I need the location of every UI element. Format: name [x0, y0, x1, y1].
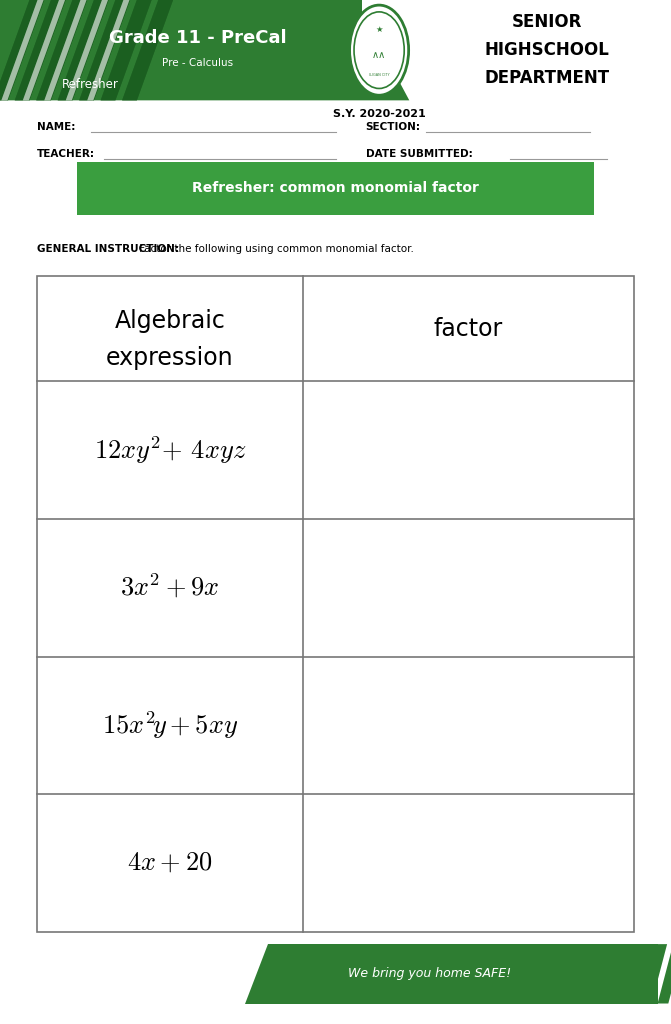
Polygon shape	[122, 0, 173, 100]
Text: SENIOR: SENIOR	[512, 13, 582, 31]
Polygon shape	[101, 0, 152, 100]
Text: NAME:: NAME:	[37, 122, 75, 132]
Bar	[362, 0, 671, 100]
Text: Algebraic: Algebraic	[114, 308, 225, 333]
Polygon shape	[641, 944, 667, 1004]
Polygon shape	[87, 0, 130, 100]
Text: $15x^2\!y + 5xy$: $15x^2\!y + 5xy$	[102, 710, 238, 741]
Text: DATE SUBMITTED:: DATE SUBMITTED:	[366, 148, 472, 159]
Polygon shape	[58, 0, 109, 100]
Text: HIGHSCHOOL: HIGHSCHOOL	[484, 41, 609, 59]
Polygon shape	[15, 0, 66, 100]
Polygon shape	[36, 0, 87, 100]
Polygon shape	[1, 0, 44, 100]
Polygon shape	[44, 0, 87, 100]
Text: S.Y. 2020-2021: S.Y. 2020-2021	[333, 109, 425, 119]
Text: DEPARTMENT: DEPARTMENT	[484, 70, 609, 87]
Polygon shape	[66, 0, 108, 100]
Bar	[0, 0, 671, 100]
Polygon shape	[0, 0, 409, 100]
Text: factor: factor	[433, 316, 503, 341]
Polygon shape	[87, 0, 130, 100]
Text: ILIGAN CITY: ILIGAN CITY	[369, 73, 389, 77]
Polygon shape	[658, 944, 671, 1004]
Text: Factor the following using common monomial factor.: Factor the following using common monomi…	[136, 244, 414, 254]
Polygon shape	[0, 0, 44, 100]
Text: $4x + 20$: $4x + 20$	[127, 850, 213, 876]
Polygon shape	[245, 944, 658, 1004]
Polygon shape	[36, 0, 87, 100]
Bar	[77, 162, 594, 215]
Polygon shape	[79, 0, 130, 100]
Polygon shape	[44, 0, 87, 100]
Polygon shape	[101, 0, 152, 100]
Bar	[37, 276, 634, 932]
Text: We bring you home SAFE!: We bring you home SAFE!	[348, 968, 511, 980]
Text: Pre - Calculus: Pre - Calculus	[162, 58, 234, 69]
Polygon shape	[66, 0, 108, 100]
Text: $12xy^2\!+\,4xyz$: $12xy^2\!+\,4xyz$	[94, 434, 246, 466]
Text: TEACHER:: TEACHER:	[37, 148, 95, 159]
Polygon shape	[79, 0, 130, 100]
Polygon shape	[1, 0, 44, 100]
Polygon shape	[0, 0, 44, 100]
Polygon shape	[58, 0, 109, 100]
Text: SECTION:: SECTION:	[366, 122, 421, 132]
Text: ∧∧: ∧∧	[372, 50, 386, 59]
Text: Grade 11 - PreCal: Grade 11 - PreCal	[109, 29, 287, 47]
Text: ★: ★	[375, 26, 383, 35]
Polygon shape	[122, 0, 173, 100]
Text: Refresher: Refresher	[62, 78, 119, 91]
Polygon shape	[23, 0, 65, 100]
Text: expression: expression	[106, 345, 234, 370]
Text: Refresher: common monomial factor: Refresher: common monomial factor	[192, 181, 479, 196]
Text: GENERAL INSTRUCTION:: GENERAL INSTRUCTION:	[37, 244, 179, 254]
Polygon shape	[23, 0, 65, 100]
Polygon shape	[15, 0, 66, 100]
Circle shape	[350, 5, 409, 95]
Text: $3x^2 + 9x$: $3x^2 + 9x$	[120, 573, 219, 602]
